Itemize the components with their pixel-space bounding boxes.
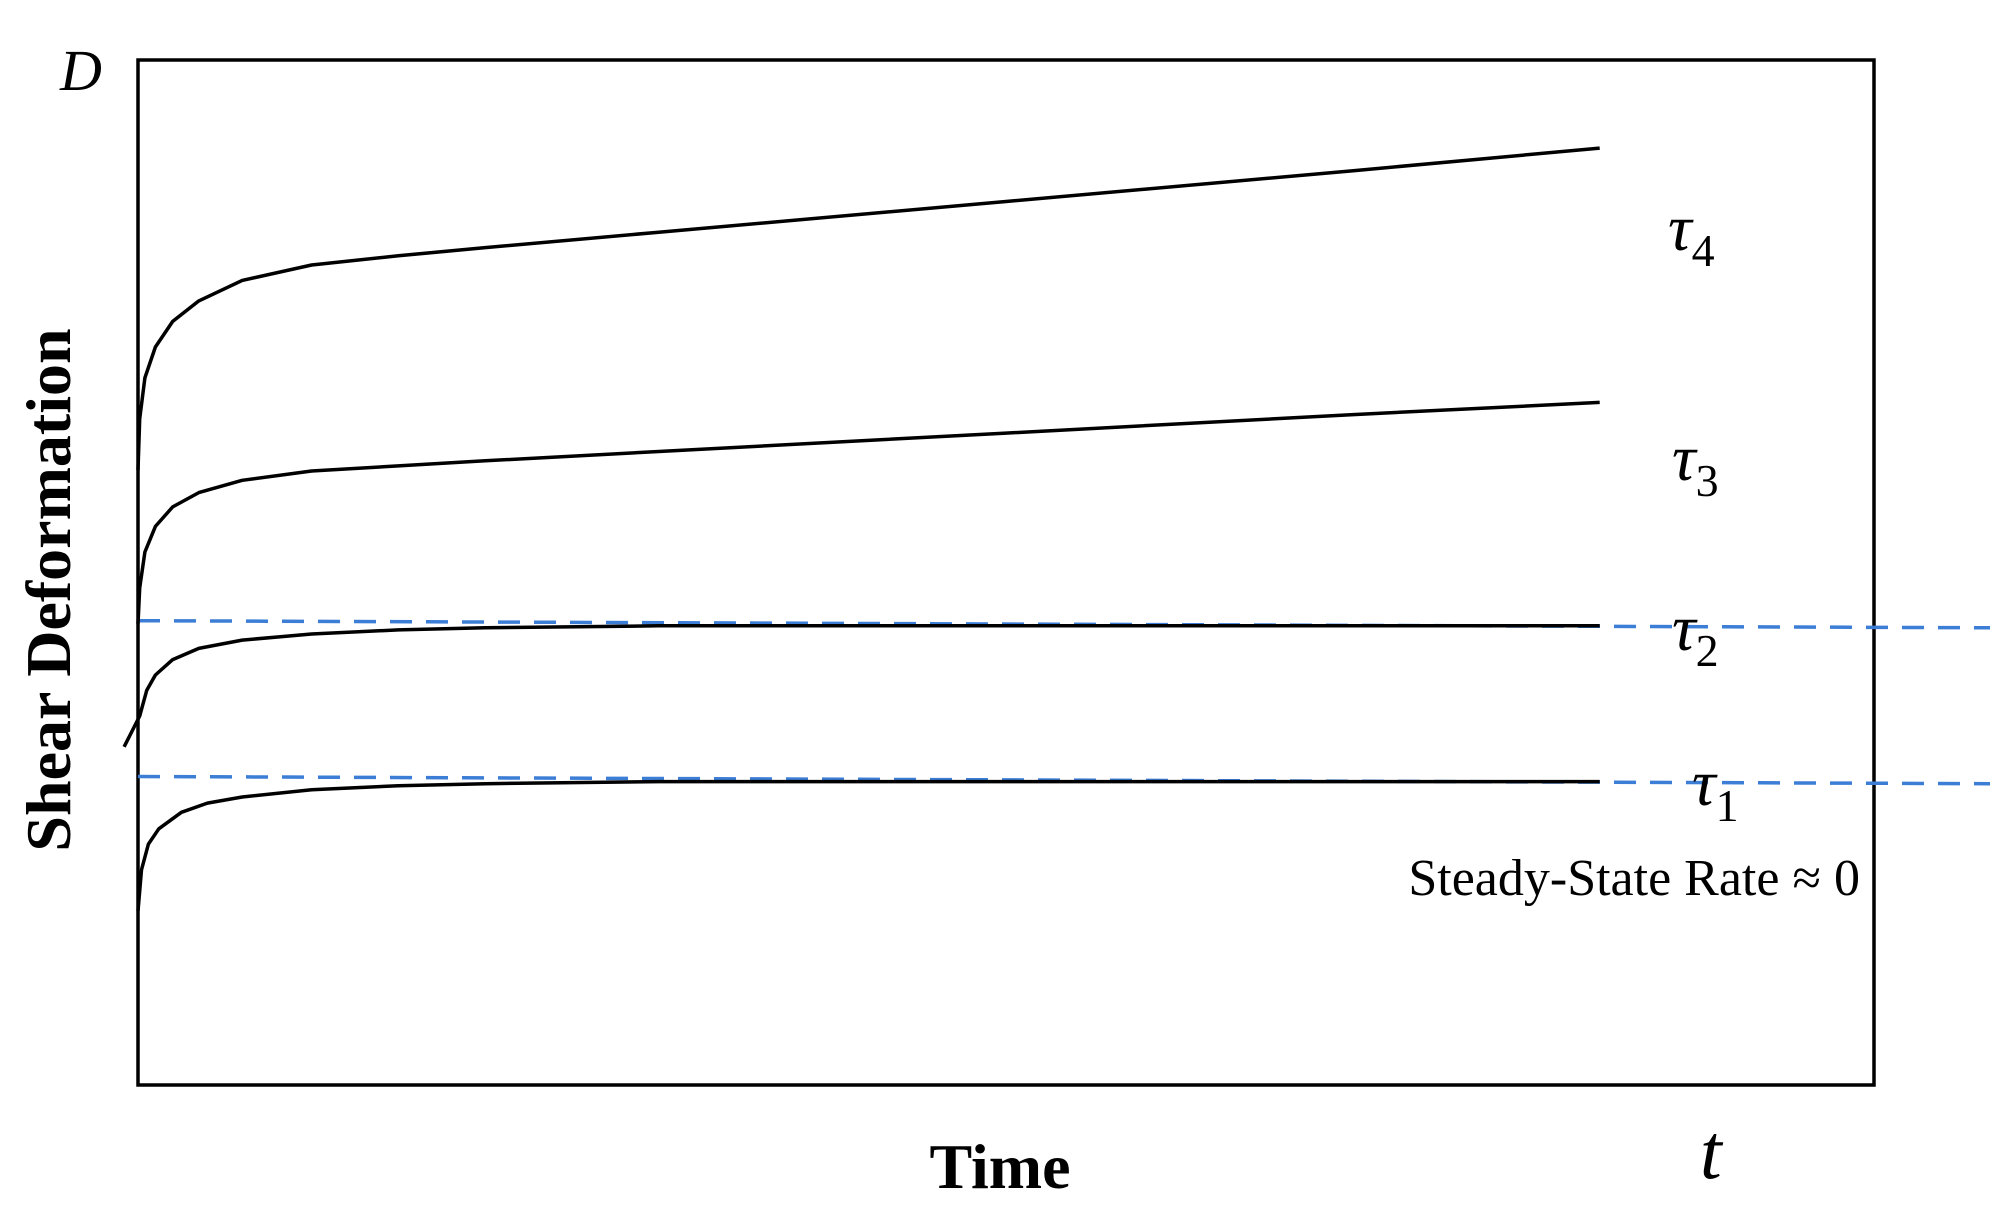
series-label-τ4: τ4 [1668,192,1715,276]
reference-line-2 [137,774,1991,786]
series-label-τ1: τ1 [1692,747,1739,831]
x-axis-label: Time [929,1131,1070,1202]
reference-lines [137,618,1991,786]
plot-frame [136,58,1876,1087]
series-label-τ3: τ3 [1672,422,1719,506]
series-line-τ3 [136,400,1600,624]
series-line-τ4 [136,146,1600,471]
series-line-τ2 [122,624,1600,748]
y-axis-symbol: D [59,38,102,103]
series-lines [122,146,1600,911]
series-labels: τ4 τ3 τ2 τ1 [1668,192,1739,831]
reference-line-1 [137,618,1991,630]
series-line-τ1 [136,779,1600,911]
series-label-τ2: τ2 [1672,592,1719,676]
x-axis-symbol: t [1700,1108,1724,1195]
steady-state-annotation: Steady-State Rate ≈ 0 [1408,850,1860,907]
y-axis-label: Shear Deformation [13,328,84,851]
